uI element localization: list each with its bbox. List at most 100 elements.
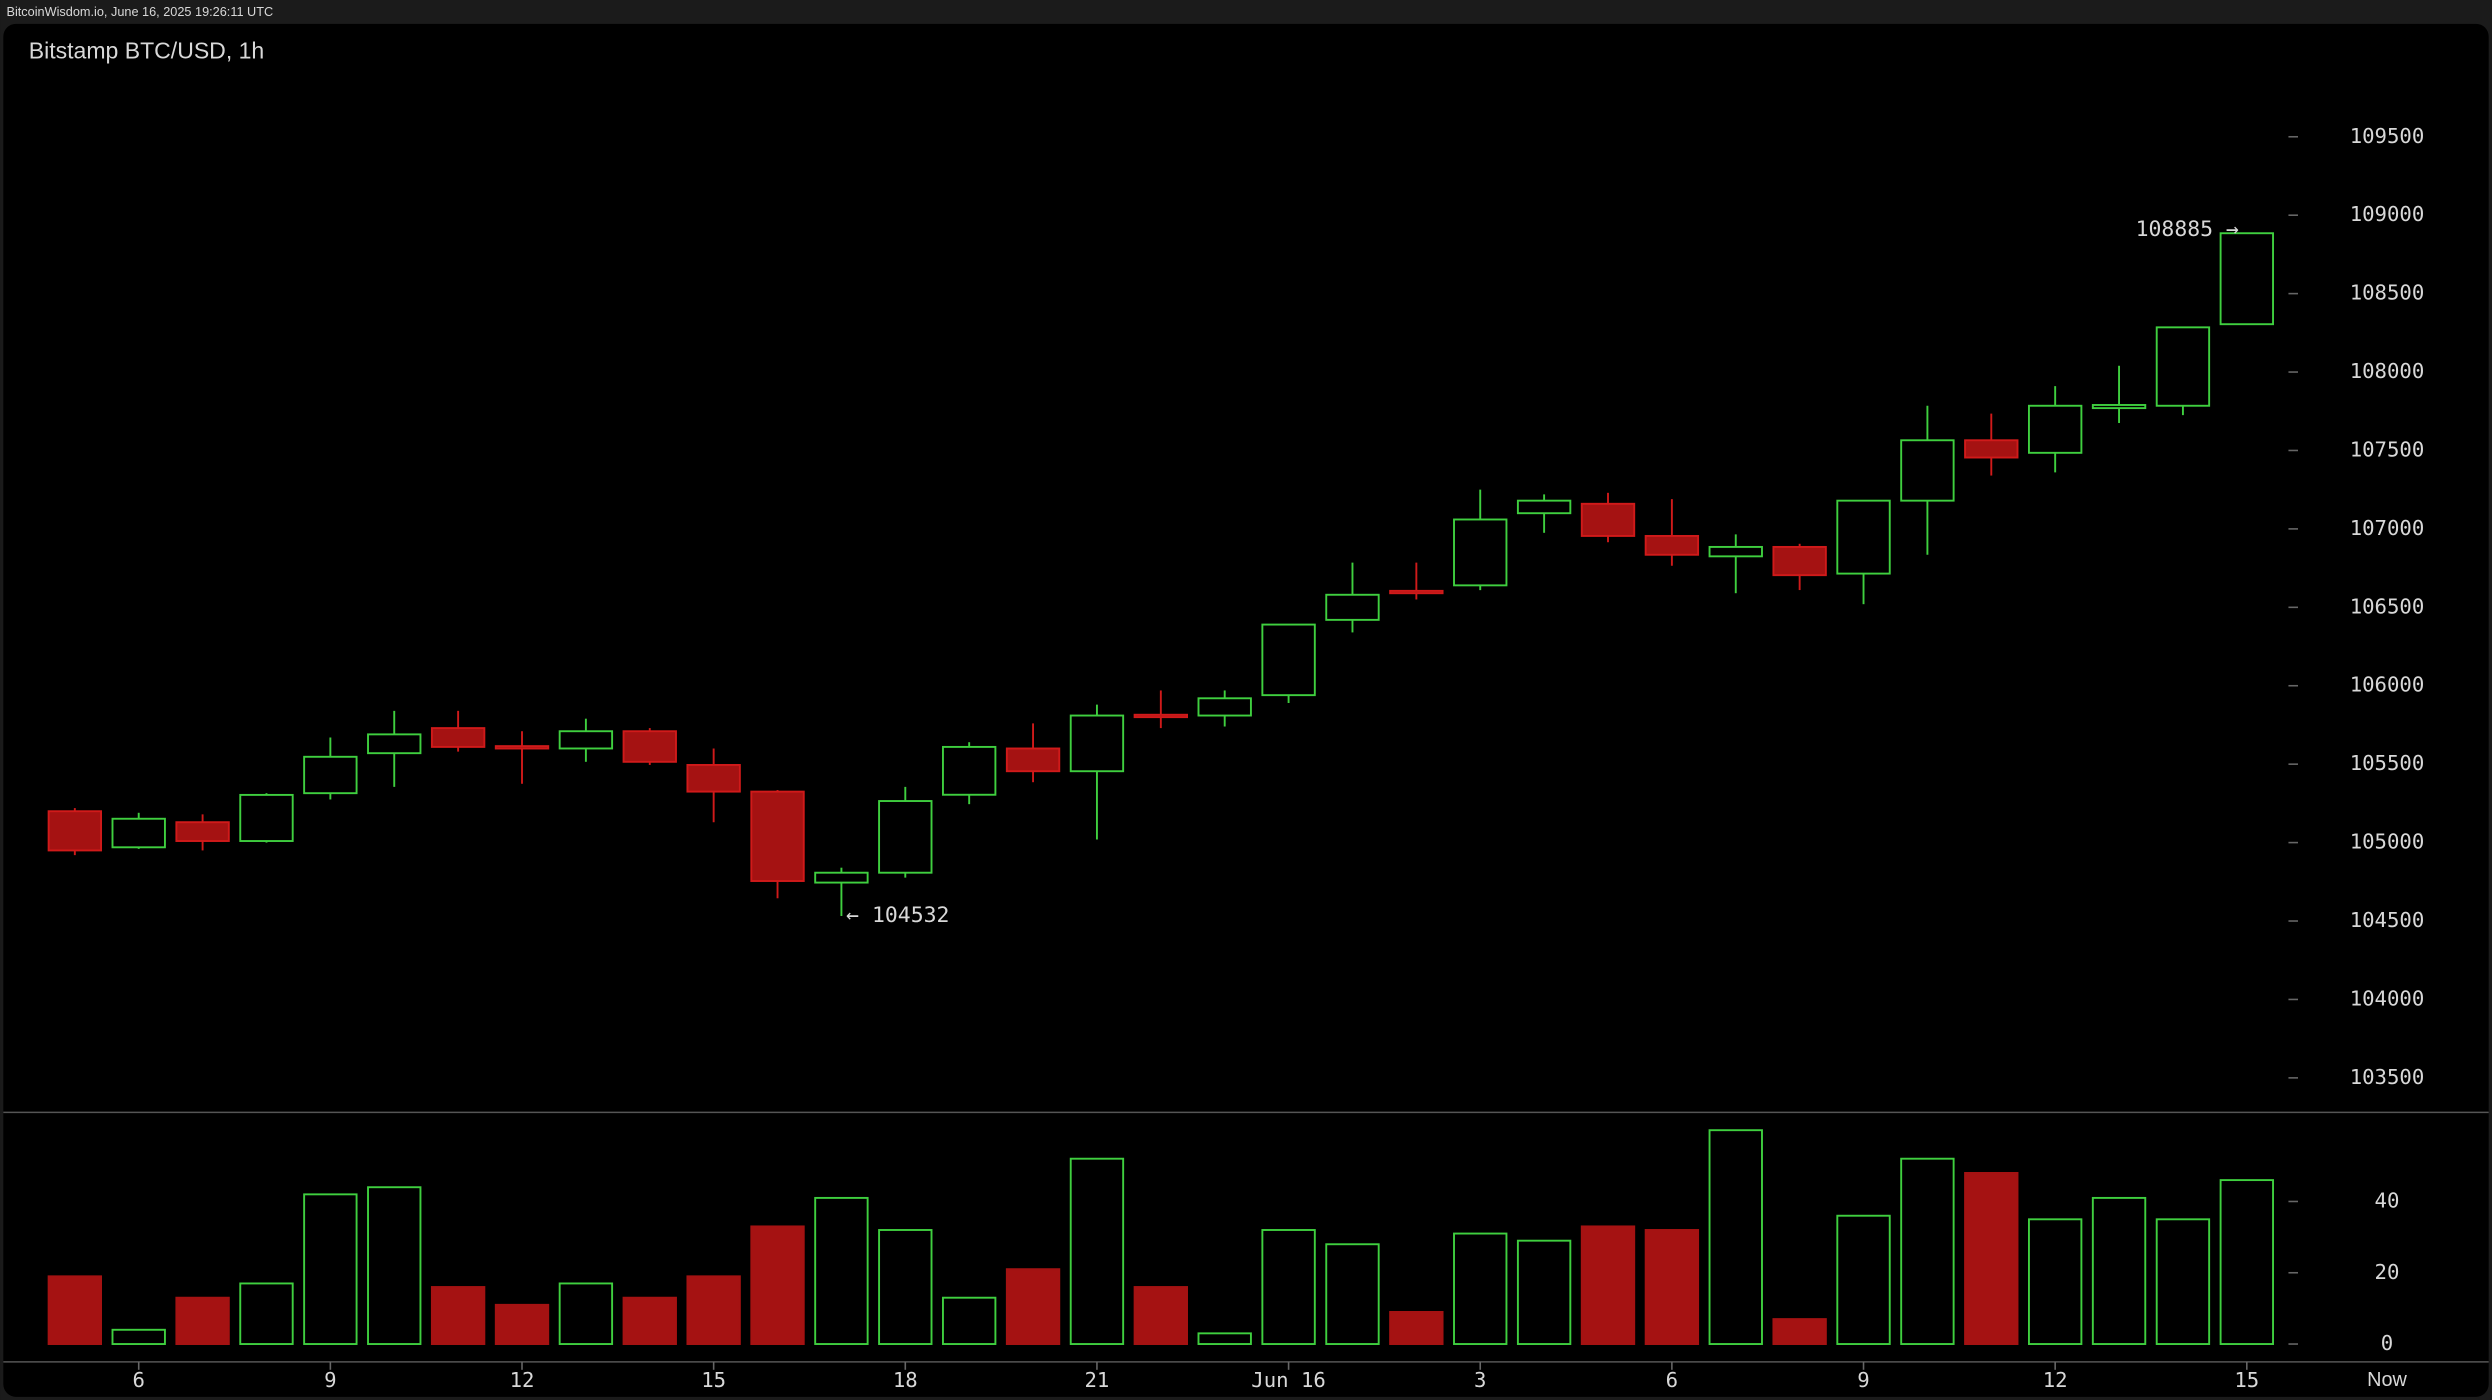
candle-body: [494, 745, 550, 750]
volume-bar: [1005, 1268, 1061, 1345]
candle-body: [2027, 404, 2083, 454]
candle-body: [1453, 518, 1508, 587]
x-tick-label: 15: [701, 1368, 726, 1392]
volume-bar: [1836, 1214, 1891, 1345]
volume-bar: [1389, 1311, 1444, 1345]
y-tick-label: 109000: [2350, 202, 2425, 226]
volume-bar: [750, 1225, 805, 1345]
x-tick-label: 9: [1857, 1368, 1869, 1392]
y-tick-label: 103500: [2350, 1065, 2425, 1089]
candle-body: [1133, 713, 1188, 719]
volume-bar: [1708, 1129, 1763, 1345]
volume-bar: [686, 1275, 741, 1345]
x-tick-label: 15: [2234, 1368, 2259, 1392]
volume-tick-label: 40: [2375, 1188, 2400, 1212]
candle-body: [1261, 623, 1316, 697]
candle-body: [175, 821, 230, 842]
candle-body: [622, 730, 677, 763]
x-tick-label: 9: [324, 1368, 336, 1392]
volume-bar: [430, 1286, 486, 1345]
volume-bar: [494, 1303, 550, 1345]
candle-body: [1580, 502, 1636, 537]
candle-body: [686, 763, 741, 793]
volume-bar: [1516, 1239, 1572, 1345]
x-tick-label: 3: [1474, 1368, 1486, 1392]
volume-bar: [47, 1275, 103, 1345]
x-tick-label: 12: [510, 1368, 535, 1392]
volume-bar: [367, 1186, 422, 1345]
volume-bar: [622, 1296, 677, 1345]
volume-bar: [111, 1328, 166, 1345]
x-tick-label: 21: [1085, 1368, 1110, 1392]
candle-body: [1516, 499, 1572, 515]
volume-bar: [1325, 1243, 1380, 1345]
header: BitcoinWisdom.io, June 16, 2025 19:26:11…: [6, 4, 273, 19]
volume-bar: [1133, 1286, 1188, 1345]
volume-bar: [239, 1282, 294, 1345]
candle-body: [430, 727, 486, 748]
volume-bar: [175, 1296, 230, 1345]
x-tick-label: 6: [132, 1368, 144, 1392]
x-tick-label: 18: [893, 1368, 918, 1392]
y-tick-label: 104000: [2350, 986, 2425, 1010]
volume-bar: [2091, 1196, 2147, 1345]
y-tick-label: 107000: [2350, 516, 2425, 540]
candle-body: [878, 800, 933, 874]
x-tick-label: 12: [2043, 1368, 2068, 1392]
candle-body: [1069, 714, 1125, 773]
candle-body: [1836, 499, 1891, 575]
candle-body: [2155, 326, 2211, 407]
volume-bar: [303, 1193, 358, 1345]
candle-body: [1197, 697, 1252, 717]
volume-bar: [1197, 1332, 1252, 1345]
y-tick-label: 109500: [2350, 124, 2425, 148]
candle-body: [942, 745, 997, 796]
y-tick-label: 106500: [2350, 594, 2425, 618]
candle-body: [558, 730, 614, 750]
volume-bar: [1644, 1229, 1700, 1345]
now-label: Now: [2367, 1369, 2407, 1391]
candle-body: [750, 790, 805, 882]
candle-body: [367, 733, 422, 755]
x-tick-label: Jun 16: [1251, 1368, 1326, 1392]
volume-bar: [2219, 1179, 2274, 1345]
y-tick-label: 108500: [2350, 281, 2425, 305]
volume-bar: [2155, 1218, 2211, 1345]
volume-bar: [1069, 1157, 1125, 1345]
candle-body: [1389, 589, 1444, 595]
volume-bar: [1900, 1157, 1955, 1345]
y-tick-label: 105000: [2350, 830, 2425, 854]
high-annotation: 108885 →: [2136, 217, 2239, 242]
volume-bar: [814, 1196, 869, 1345]
candle-body: [1772, 545, 1827, 577]
candle-body: [303, 755, 358, 795]
y-tick-label: 108000: [2350, 359, 2425, 383]
candle-body: [2091, 404, 2147, 410]
candle-body: [1964, 439, 2019, 459]
volume-bar: [1453, 1232, 1508, 1345]
candle-body: [1005, 747, 1061, 773]
x-tick-label: 6: [1666, 1368, 1678, 1392]
low-annotation: ← 104532: [846, 903, 949, 928]
volume-bar: [878, 1229, 933, 1345]
y-tick-label: 105500: [2350, 751, 2425, 775]
candle-body: [2219, 232, 2274, 326]
candle-body: [239, 793, 294, 842]
chart-title: Bitstamp BTC/USD, 1h: [29, 38, 264, 64]
y-tick-label: 106000: [2350, 673, 2425, 697]
y-tick-label: 104500: [2350, 908, 2425, 932]
volume-bar: [1261, 1229, 1316, 1345]
candle-body: [47, 810, 103, 852]
volume-bar: [942, 1296, 997, 1345]
volume-tick-label: 0: [2381, 1331, 2393, 1355]
candle-body: [1325, 593, 1380, 621]
y-tick-label: 107500: [2350, 437, 2425, 461]
volume-bar: [2027, 1218, 2083, 1345]
volume-bar: [1772, 1318, 1827, 1345]
candle-body: [111, 817, 166, 849]
candle-body: [1644, 534, 1700, 556]
volume-tick-label: 20: [2375, 1260, 2400, 1284]
candle-body: [814, 871, 869, 884]
